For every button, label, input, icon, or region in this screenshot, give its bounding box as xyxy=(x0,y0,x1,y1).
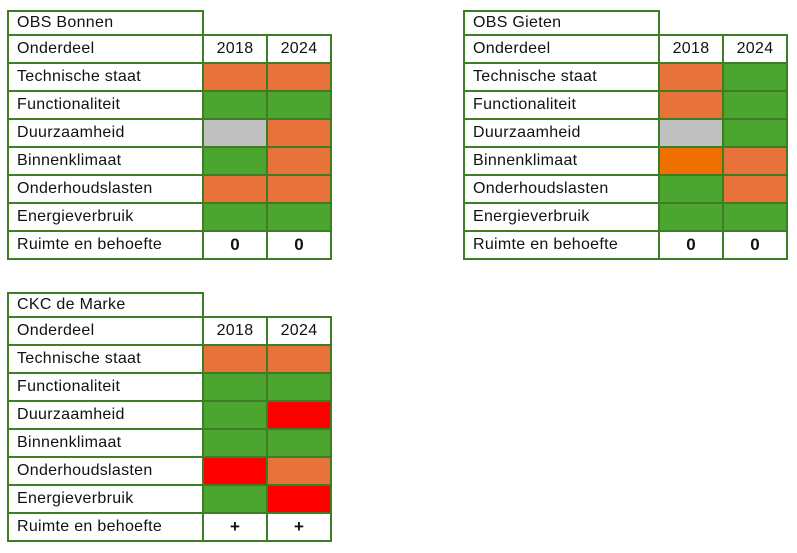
row-label: Ruimte en behoefte xyxy=(465,232,658,258)
row-label: Binnenklimaat xyxy=(9,430,202,456)
assessment-table: Onderdeel 2018 2024 Technische staat Func… xyxy=(7,316,332,542)
score-color-cell-green xyxy=(268,430,330,456)
score-color-cell-green xyxy=(204,204,266,230)
assessment-table: Onderdeel 2018 2024 Technische staat Func… xyxy=(463,34,788,260)
row-label: Energieverbruik xyxy=(9,486,202,512)
score-text-cell: 0 xyxy=(724,232,786,258)
table-obs-gieten: OBS Gieten Onderdeel 2018 2024 Technisch… xyxy=(463,10,788,260)
score-color-cell-green xyxy=(660,204,722,230)
row-label: Energieverbruik xyxy=(465,204,658,230)
score-color-cell-orange xyxy=(660,64,722,90)
score-text-cell: + xyxy=(204,514,266,540)
score-text-cell: 0 xyxy=(268,232,330,258)
score-text-cell: + xyxy=(268,514,330,540)
score-color-cell-orange xyxy=(660,92,722,118)
score-color-cell-green xyxy=(724,120,786,146)
column-header-2018: 2018 xyxy=(660,36,722,62)
row-label: Energieverbruik xyxy=(9,204,202,230)
score-color-cell-green xyxy=(268,204,330,230)
row-label: Onderhoudslasten xyxy=(465,176,658,202)
column-header-2024: 2024 xyxy=(268,318,330,344)
score-color-cell-red xyxy=(268,486,330,512)
row-label: Ruimte en behoefte xyxy=(9,514,202,540)
score-color-cell-orange xyxy=(204,176,266,202)
row-label: Technische staat xyxy=(9,346,202,372)
column-header-2024: 2024 xyxy=(724,36,786,62)
assessment-table: Onderdeel 2018 2024 Technische staat Func… xyxy=(7,34,332,260)
score-color-cell-green xyxy=(268,374,330,400)
score-color-cell-green xyxy=(204,402,266,428)
column-header-2024: 2024 xyxy=(268,36,330,62)
table-obs-bonnen: OBS Bonnen Onderdeel 2018 2024 Technisch… xyxy=(7,10,332,260)
row-label: Binnenklimaat xyxy=(9,148,202,174)
row-label: Onderhoudslasten xyxy=(9,176,202,202)
score-color-cell-green xyxy=(204,486,266,512)
score-color-cell-green xyxy=(660,176,722,202)
row-label: Functionaliteit xyxy=(465,92,658,118)
row-label: Duurzaamheid xyxy=(9,402,202,428)
column-header-2018: 2018 xyxy=(204,36,266,62)
score-color-cell-green xyxy=(268,92,330,118)
score-color-cell-orange xyxy=(724,148,786,174)
score-color-cell-green xyxy=(204,430,266,456)
score-color-cell-orange xyxy=(268,120,330,146)
table-ckc-de-marke: CKC de Marke Onderdeel 2018 2024 Technis… xyxy=(7,292,332,542)
score-color-cell-orange xyxy=(268,148,330,174)
score-color-cell-orange xyxy=(268,346,330,372)
score-color-cell-orange xyxy=(268,458,330,484)
column-header-component: Onderdeel xyxy=(9,36,202,62)
score-color-cell-green xyxy=(724,64,786,90)
score-color-cell-orange xyxy=(724,176,786,202)
score-color-cell-gray xyxy=(660,120,722,146)
row-label: Duurzaamheid xyxy=(465,120,658,146)
score-color-cell-gray xyxy=(204,120,266,146)
score-color-cell-red xyxy=(268,402,330,428)
row-label: Ruimte en behoefte xyxy=(9,232,202,258)
table-title: CKC de Marke xyxy=(7,292,204,318)
row-label: Binnenklimaat xyxy=(465,148,658,174)
score-color-cell-green xyxy=(724,92,786,118)
score-color-cell-orange xyxy=(268,64,330,90)
row-label: Technische staat xyxy=(9,64,202,90)
score-color-cell-green xyxy=(204,148,266,174)
column-header-component: Onderdeel xyxy=(9,318,202,344)
score-color-cell-orange_dark xyxy=(660,148,722,174)
row-label: Technische staat xyxy=(465,64,658,90)
row-label: Duurzaamheid xyxy=(9,120,202,146)
row-label: Functionaliteit xyxy=(9,374,202,400)
score-color-cell-green xyxy=(204,92,266,118)
score-color-cell-green xyxy=(724,204,786,230)
score-color-cell-orange xyxy=(268,176,330,202)
score-color-cell-orange xyxy=(204,64,266,90)
row-label: Onderhoudslasten xyxy=(9,458,202,484)
score-text-cell: 0 xyxy=(204,232,266,258)
column-header-2018: 2018 xyxy=(204,318,266,344)
row-label: Functionaliteit xyxy=(9,92,202,118)
score-text-cell: 0 xyxy=(660,232,722,258)
column-header-component: Onderdeel xyxy=(465,36,658,62)
score-color-cell-green xyxy=(204,374,266,400)
table-title: OBS Bonnen xyxy=(7,10,204,36)
score-color-cell-orange xyxy=(204,346,266,372)
score-color-cell-red xyxy=(204,458,266,484)
table-title: OBS Gieten xyxy=(463,10,660,36)
